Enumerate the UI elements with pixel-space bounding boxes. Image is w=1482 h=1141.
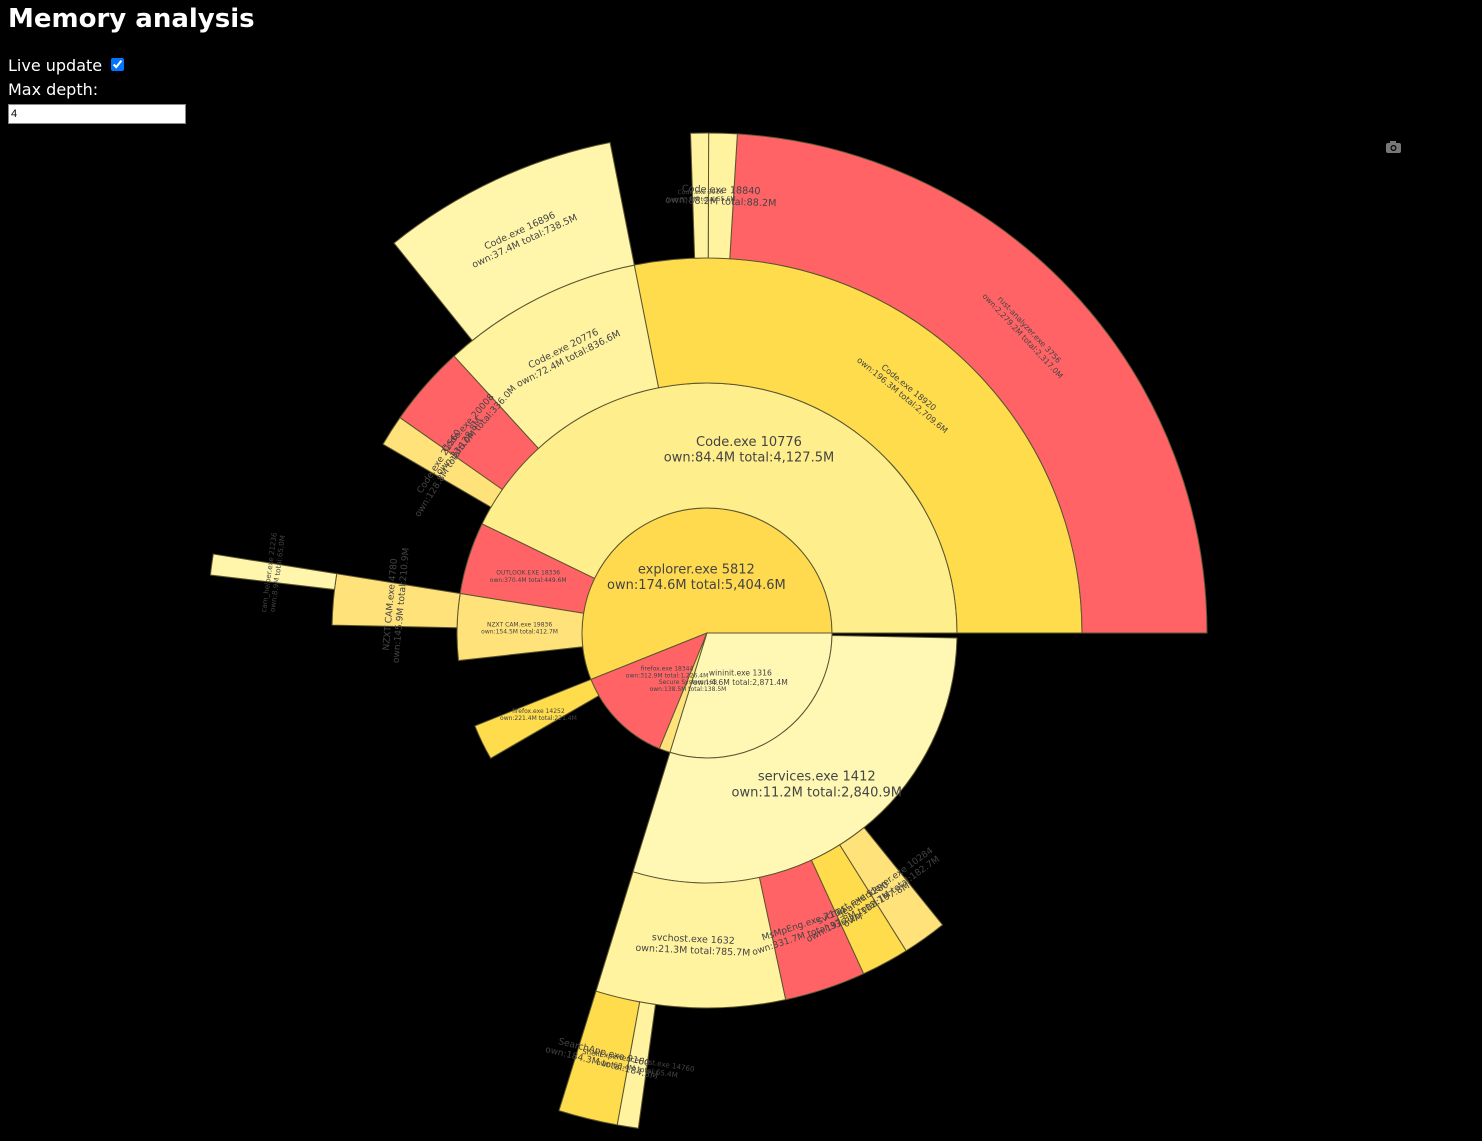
- wedges: [209, 132, 1208, 1129]
- process-name: NZXT CAM.exe 19836: [487, 621, 552, 628]
- max-depth-input[interactable]: [8, 104, 186, 124]
- wedge: [474, 678, 600, 759]
- live-update-label: Live update: [8, 56, 103, 75]
- process-name: explorer.exe 5812: [638, 562, 755, 577]
- memory-label: own:312.9M total:1,226.4M: [626, 673, 708, 680]
- process-name: OUTLOOK.EXE 18336: [496, 570, 560, 577]
- wedge: [616, 1001, 657, 1129]
- process-name: firefox.exe 18344: [641, 665, 694, 672]
- memory-label: own:4.6M total:2,871.4M: [693, 678, 788, 687]
- process-name: Secure System 168: [659, 679, 717, 686]
- memory-label: own:174.6M total:5,404.6M: [607, 578, 786, 593]
- memory-label: own:154.5M total:412.7M: [481, 629, 558, 636]
- memory-label: own:55.6M total:55.6M: [666, 196, 736, 204]
- wedge: [393, 141, 635, 342]
- memory-label: own:21.3M total:785.7M: [635, 943, 750, 959]
- camera-icon[interactable]: [1386, 141, 1401, 153]
- page-title: Memory analysis: [8, 4, 255, 34]
- memory-label: own:11.2M total:2,840.9M: [732, 785, 902, 800]
- process-name: Code.exe 10776: [696, 435, 802, 450]
- process-name: Code.exe 18840: [682, 184, 761, 198]
- max-depth-label: Max depth:: [8, 80, 99, 99]
- header: Memory analysis Live update Max depth:: [8, 4, 255, 124]
- wedge: [729, 133, 1208, 634]
- wedge: [382, 417, 503, 508]
- process-name: wininit.exe 1316: [709, 669, 772, 678]
- wedge: [839, 826, 944, 952]
- live-update-row: Live update: [8, 54, 255, 78]
- process-name: Code.exe 9916: [678, 189, 724, 197]
- memory-label: own:84.4M total:4,127.5M: [664, 451, 834, 466]
- memory-label: own:138.5M total:138.5M: [650, 686, 727, 693]
- process-name: services.exe 1412: [758, 770, 876, 785]
- process-name: svchost.exe 1632: [652, 932, 735, 947]
- wedge: [690, 132, 710, 259]
- memory-label: own:88.2M total:88.2M: [665, 195, 777, 210]
- memory-label: own:221.4M total:221.4M: [500, 715, 577, 722]
- process-name: firefox.exe 14252: [512, 708, 565, 715]
- live-update-checkbox[interactable]: [111, 58, 125, 71]
- memory-label: own:370.4M total:449.6M: [490, 577, 567, 584]
- wedge: [209, 553, 338, 591]
